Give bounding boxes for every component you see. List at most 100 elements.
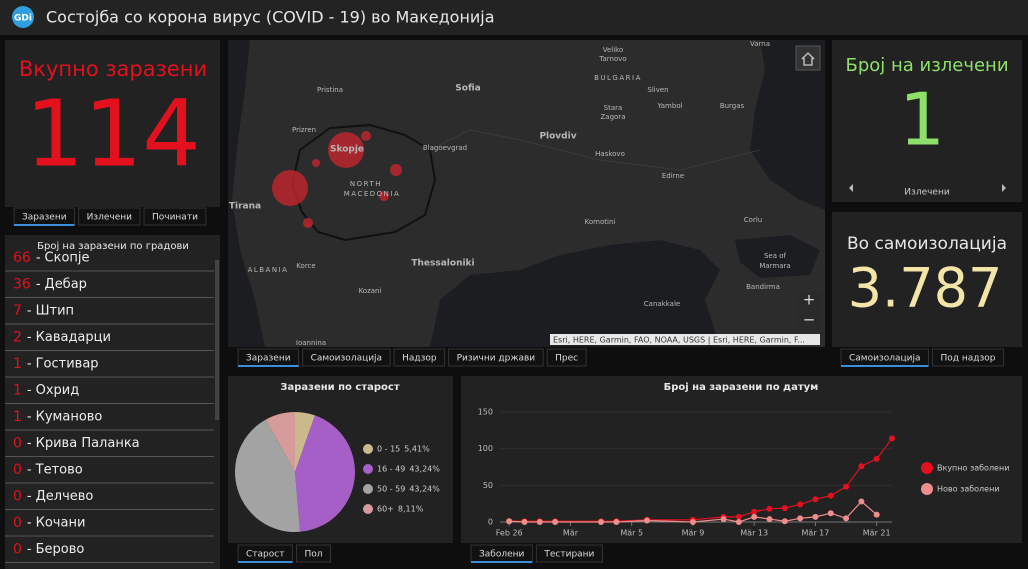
nav-prev[interactable] <box>849 184 853 192</box>
kpi-value: 114 <box>25 80 201 187</box>
tab[interactable] <box>143 207 207 226</box>
nav-next[interactable] <box>1002 184 1006 192</box>
tab[interactable] <box>448 348 544 367</box>
tab[interactable] <box>535 544 603 563</box>
map-marker <box>390 164 402 176</box>
x-tick-label: Feb 26 <box>496 529 523 538</box>
map <box>228 40 825 347</box>
panel <box>832 212 1022 347</box>
panel <box>5 40 220 207</box>
city-name: Кочани <box>36 516 86 531</box>
map-label: ALBANIA <box>248 266 289 274</box>
y-tick-label: 100 <box>478 444 493 453</box>
map-label: Skopje <box>330 145 364 155</box>
separator: - <box>27 516 32 531</box>
tab[interactable] <box>546 348 587 367</box>
map-label: Korce <box>296 262 315 270</box>
legend-label: 50 - 59 <box>377 485 405 494</box>
data-point <box>720 516 727 523</box>
city-count: 1 <box>13 383 22 399</box>
map-label: Blagoevgrad <box>423 144 467 152</box>
city-count: 2 <box>13 330 22 346</box>
legend-swatch <box>363 484 373 494</box>
city-count: 0 <box>13 542 22 558</box>
data-point <box>751 508 758 515</box>
tab-label[interactable]: Под надзор <box>941 354 996 364</box>
legend-swatch <box>363 444 373 454</box>
separator: - <box>27 304 32 319</box>
tab-label[interactable]: Излечени <box>87 213 133 223</box>
sea <box>430 240 720 347</box>
city-name: Берово <box>36 542 85 557</box>
kpi-label: Вкупно заразени <box>19 57 207 81</box>
home-button[interactable] <box>795 45 821 71</box>
panel <box>461 376 1022 543</box>
map-label: Edirne <box>662 172 684 180</box>
legend-label: Вкупно заболени <box>937 464 1009 473</box>
map-marker <box>272 170 308 206</box>
tab[interactable] <box>932 348 1004 367</box>
city-name: Гостивар <box>36 357 99 372</box>
map-label: Thessaloniki <box>411 259 474 269</box>
data-point <box>827 492 834 499</box>
map-label: Varna <box>750 40 770 48</box>
legend-swatch <box>921 483 933 495</box>
x-tick-label: Mär 5 <box>620 529 643 538</box>
separator: - <box>27 489 32 504</box>
map-marker <box>303 218 313 228</box>
city-count: 66 <box>13 250 31 266</box>
chart-title: Заразени по старост <box>280 382 399 393</box>
tab[interactable] <box>78 207 141 226</box>
data-point <box>858 463 865 470</box>
tab-label[interactable]: Заразени <box>246 354 291 364</box>
tab-label[interactable]: Заразени <box>22 213 67 223</box>
tab-label[interactable]: Прес <box>555 354 578 364</box>
city-name: Делчево <box>36 489 94 504</box>
data-point <box>812 513 819 520</box>
tab-label[interactable]: Надзор <box>402 354 437 364</box>
tab-label[interactable]: Пол <box>304 550 322 560</box>
city-count: 1 <box>13 356 22 372</box>
tab-label[interactable]: Тестирани <box>543 550 594 560</box>
data-point <box>797 501 804 508</box>
map-label: Sliven <box>647 86 668 94</box>
pie-slice <box>295 412 316 472</box>
map-label: Bandirma <box>746 283 780 291</box>
data-point <box>735 519 742 525</box>
pie-slice <box>265 412 295 472</box>
country-border <box>290 123 437 242</box>
map-label: Prizren <box>292 126 316 134</box>
y-tick-label: 150 <box>478 408 493 417</box>
map-label: Canakkale <box>644 300 680 308</box>
data-point <box>735 513 742 520</box>
legend-label: 60+ <box>377 505 394 514</box>
tab[interactable] <box>393 348 446 367</box>
tab-label[interactable]: Самоизолација <box>849 354 921 364</box>
city-name: Тетово <box>35 463 83 478</box>
city-count: 1 <box>13 409 22 425</box>
tab-label[interactable]: Старост <box>246 550 284 560</box>
separator: - <box>27 542 32 557</box>
home-icon <box>801 52 815 66</box>
scrollbar[interactable] <box>215 260 219 420</box>
zoom-in[interactable]: + <box>803 291 816 309</box>
map-label: Tirana <box>229 202 261 212</box>
city-count: 7 <box>13 303 22 319</box>
attribution-bar <box>550 334 820 345</box>
chart-title: Број на заразени по датум <box>664 381 819 393</box>
data-point <box>781 518 788 525</box>
data-point <box>766 516 773 523</box>
legend-swatch <box>363 464 373 474</box>
panel-title: Број на заразени по градови <box>37 240 189 252</box>
zoom-out[interactable]: − <box>803 311 816 329</box>
tab-label[interactable]: Самоизолација <box>311 354 383 364</box>
tab-label[interactable]: Починати <box>152 213 198 223</box>
tab[interactable] <box>295 544 331 563</box>
tab[interactable] <box>302 348 391 367</box>
tab-label[interactable]: Заболени <box>479 550 525 560</box>
map-label: Stara <box>604 104 623 112</box>
separator: - <box>27 330 32 345</box>
tab-label[interactable]: Ризични држави <box>457 354 536 364</box>
legend-value: 43,24% <box>409 485 440 494</box>
